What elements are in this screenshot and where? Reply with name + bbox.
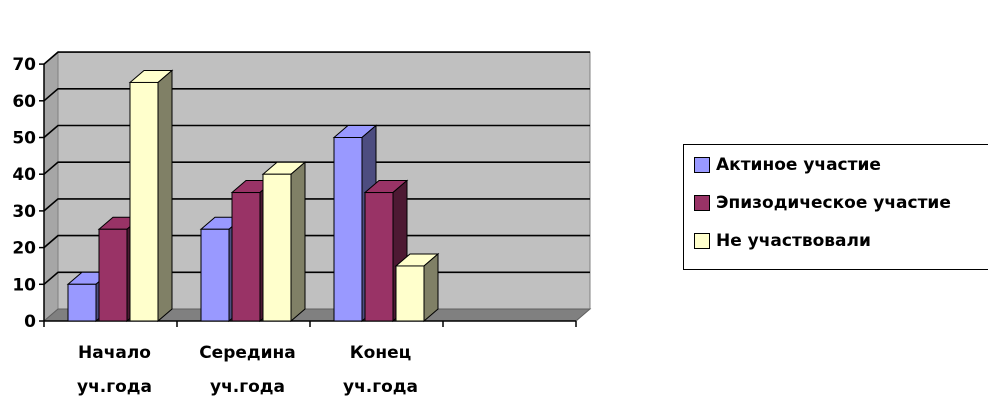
bar-side xyxy=(290,161,306,323)
y-tick-label: 30 xyxy=(12,202,36,222)
legend-label: Не участвовали xyxy=(716,231,871,251)
x-category-label: уч.года xyxy=(343,377,418,397)
bar xyxy=(395,265,425,322)
x-category-label: Середина xyxy=(199,343,296,363)
y-tick-label: 60 xyxy=(12,92,36,112)
y-tick-label: 40 xyxy=(12,165,36,185)
legend-item: Актиное участие xyxy=(694,153,881,177)
bar xyxy=(231,192,261,322)
legend-swatch xyxy=(694,157,710,173)
gridline xyxy=(43,234,590,249)
x-category-label: уч.года xyxy=(210,377,285,397)
bar-side xyxy=(157,69,173,323)
y-tick-label: 20 xyxy=(12,239,36,259)
bar xyxy=(67,283,97,322)
bar xyxy=(364,192,394,322)
bar xyxy=(333,137,363,322)
x-category-label: Начало xyxy=(78,343,151,363)
legend-swatch xyxy=(694,195,710,211)
bar xyxy=(262,173,292,322)
legend-item: Не участвовали xyxy=(694,229,871,253)
bar xyxy=(200,228,230,322)
gridline xyxy=(43,88,590,102)
gridline xyxy=(43,124,590,139)
y-tick-label: 50 xyxy=(12,129,36,149)
x-category-label: уч.года xyxy=(77,377,152,397)
legend-swatch xyxy=(694,233,710,249)
plot-side-wall xyxy=(43,51,59,323)
y-tick-label: 70 xyxy=(12,55,36,75)
x-category-label: Конец xyxy=(350,343,411,363)
legend-label: Актиное участие xyxy=(716,155,881,175)
y-tick-label: 10 xyxy=(12,275,36,295)
legend: Актиное участие Эпизодическое участие Не у… xyxy=(683,144,988,270)
bar-side xyxy=(423,252,439,323)
gridline xyxy=(43,161,590,175)
gridline xyxy=(43,51,590,65)
y-tick-label: 0 xyxy=(24,312,36,332)
bar xyxy=(129,81,159,322)
legend-label: Эпизодическое участие xyxy=(716,193,951,213)
bar xyxy=(98,228,128,322)
gridline xyxy=(43,198,590,212)
legend-item: Эпизодическое участие xyxy=(694,191,951,215)
